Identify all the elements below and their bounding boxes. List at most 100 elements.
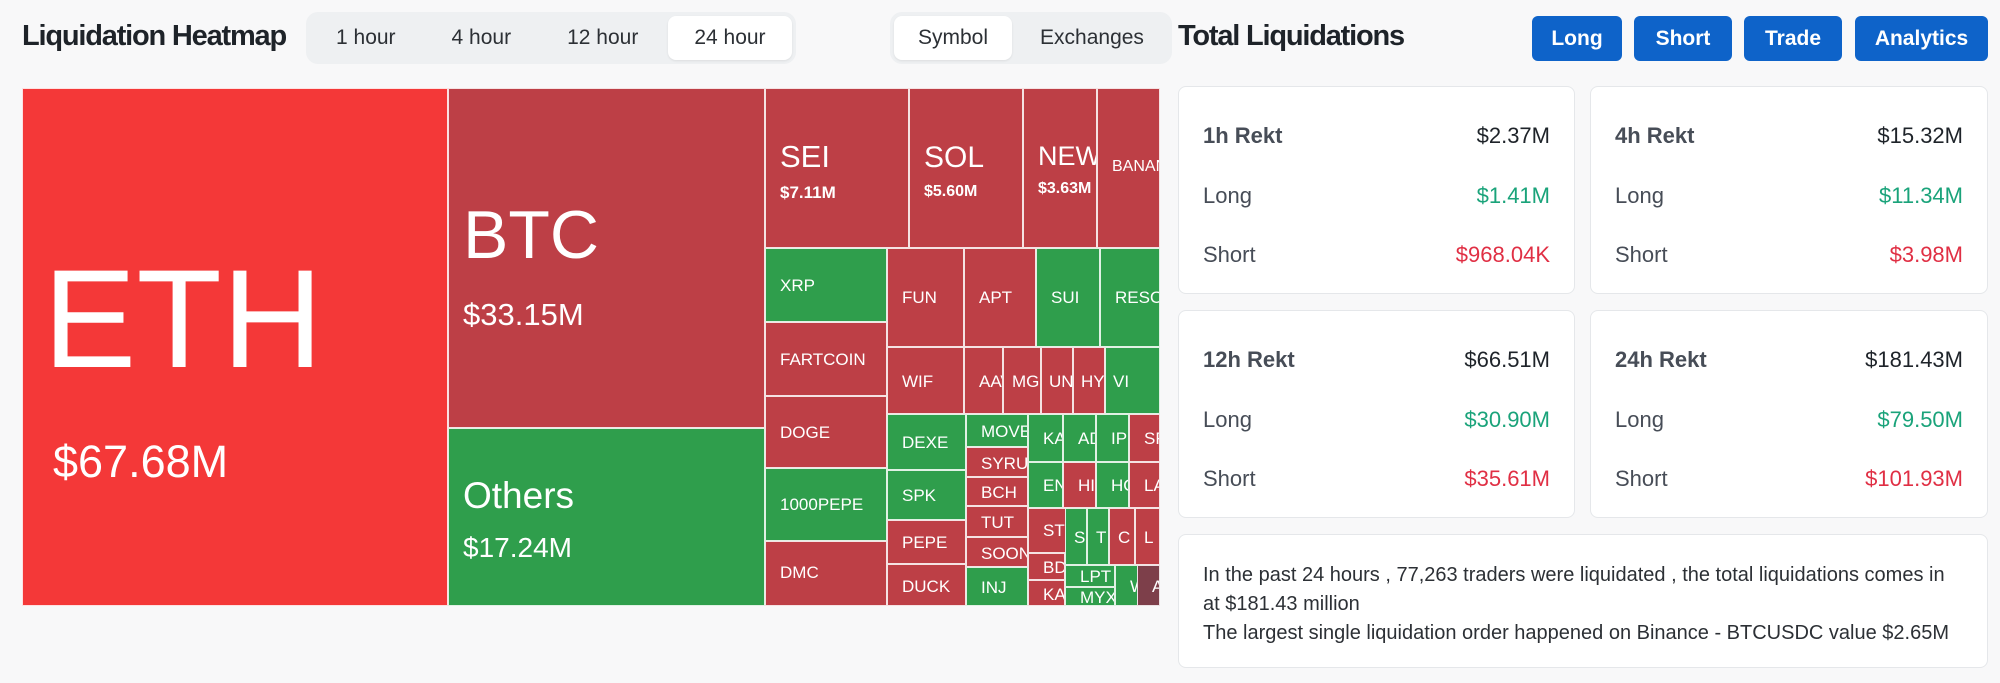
tile-reso[interactable]: RESO [1100, 248, 1160, 347]
tile-value: $33.15M [463, 297, 584, 332]
trade-button[interactable]: Trade [1744, 16, 1842, 61]
tile-symbol: ETH [43, 240, 323, 397]
tile-a[interactable]: A [1137, 565, 1160, 606]
tile-symbol: BD [1043, 558, 1065, 577]
tile-symbol: WIF [902, 372, 934, 391]
tile-new[interactable]: NEW $3.63M [1023, 88, 1097, 248]
tile-la[interactable]: LA [1129, 462, 1160, 508]
tab-exchanges[interactable]: Exchanges [1040, 26, 1144, 49]
tile-symbol: DOGE [780, 423, 831, 442]
card-short-value: $968.04K [1455, 242, 1550, 267]
tile-symbol: AAV [979, 372, 1002, 391]
tile-sui[interactable]: SUI [1036, 248, 1100, 347]
tile-value: $17.24M [463, 532, 572, 563]
long-button[interactable]: Long [1532, 16, 1622, 61]
tile-symbol: FARTCOIN [780, 350, 866, 369]
tile-bd[interactable]: BD [1028, 553, 1065, 580]
tile-l[interactable]: L [1135, 508, 1160, 565]
tile-wif[interactable]: WIF [887, 347, 964, 414]
tile-s[interactable]: S [1065, 508, 1087, 565]
tab-symbol[interactable]: Symbol [894, 16, 1013, 60]
tab-24-hour[interactable]: 24 hour [668, 16, 792, 60]
card-period: 12h Rekt [1203, 347, 1295, 372]
tile-sol[interactable]: SOL $5.60M [909, 88, 1023, 248]
tile-hy[interactable]: HY [1073, 347, 1105, 414]
tile-move[interactable]: MOVE [966, 414, 1028, 447]
tile-vi[interactable]: VI [1105, 347, 1160, 414]
tile-apt[interactable]: APT [964, 248, 1036, 347]
tile-symbol: NEW [1038, 141, 1097, 171]
tab-4-hour[interactable]: 4 hour [451, 26, 512, 49]
tile-symbol: MOVE [981, 422, 1028, 441]
tile-sf[interactable]: SF [1129, 414, 1160, 462]
tile-symbol: KA [1043, 585, 1065, 604]
tile-1000pepe[interactable]: 1000PEPE [765, 468, 887, 541]
tile-sei[interactable]: SEI $7.11M [765, 88, 909, 248]
tile-dexe[interactable]: DEXE [887, 414, 966, 470]
card-total: $15.32M [1877, 123, 1963, 148]
tile-symbol: SF [1144, 429, 1159, 448]
short-button[interactable]: Short [1634, 16, 1732, 61]
analytics-button[interactable]: Analytics [1855, 16, 1988, 61]
card-total: $66.51M [1464, 347, 1550, 372]
tile-hi[interactable]: HI [1063, 462, 1096, 508]
tile-doge[interactable]: DOGE [765, 396, 887, 468]
tile-ka[interactable]: KA [1028, 414, 1063, 462]
time-range-tabs: 1 hour 4 hour 12 hour 24 hour [306, 12, 796, 64]
tile-duck[interactable]: DUCK [887, 564, 966, 606]
tile-fun[interactable]: FUN [887, 248, 964, 347]
tile-ip[interactable]: IP [1096, 414, 1129, 462]
tile-inj[interactable]: INJ [966, 567, 1028, 606]
tile-symbol: HI [1078, 476, 1095, 495]
tile-ka-2[interactable]: KA [1028, 580, 1065, 606]
tile-ho[interactable]: HO [1096, 462, 1129, 508]
tile-symbol: HO [1111, 476, 1128, 495]
tile-fartcoin[interactable]: FARTCOIN [765, 322, 887, 396]
tile-en[interactable]: EN [1028, 462, 1063, 508]
tile-others[interactable]: Others $17.24M [448, 428, 765, 606]
tile-dmc[interactable]: DMC [765, 541, 887, 606]
tile-pepe[interactable]: PEPE [887, 520, 966, 564]
tab-1-hour[interactable]: 1 hour [336, 26, 396, 49]
tile-symbol: IP [1111, 429, 1128, 448]
tile-symbol: MG [1012, 372, 1040, 391]
tile-symbol: SEI [780, 139, 830, 174]
tile-symbol: BTC [463, 197, 599, 273]
tile-myx[interactable]: MYX [1065, 587, 1115, 606]
tile-symbol: EN [1043, 476, 1062, 495]
rekt-card-24h: 24h Rekt $181.43M Long $79.50M Short $10… [1590, 310, 1988, 518]
tile-spk[interactable]: SPK [887, 470, 966, 520]
card-long-value: $11.34M [1879, 183, 1963, 208]
tile-symbol: BCH [981, 483, 1017, 502]
rekt-card-12h: 12h Rekt $66.51M Long $30.90M Short $35.… [1178, 310, 1575, 518]
card-long-label: Long [1203, 407, 1252, 432]
tile-aav[interactable]: AAV [964, 347, 1003, 414]
tile-ad[interactable]: AD [1063, 414, 1096, 462]
liquidation-treemap: ETH $67.68M BTC $33.15M Others $17.24M S… [22, 88, 1160, 606]
tile-syru[interactable]: SYRU [966, 447, 1028, 477]
tile-tut[interactable]: TUT [966, 506, 1028, 537]
tile-t[interactable]: T [1087, 508, 1109, 565]
rekt-card-1h: 1h Rekt $2.37M Long $1.41M Short $968.04… [1178, 86, 1575, 294]
tile-xrp[interactable]: XRP [765, 248, 887, 322]
card-period: 1h Rekt [1203, 123, 1283, 148]
liquidation-summary: In the past 24 hours , 77,263 traders we… [1178, 534, 1988, 668]
tile-c[interactable]: C [1109, 508, 1135, 565]
tile-symbol: 1000PEPE [780, 495, 864, 514]
tile-bch[interactable]: BCH [966, 477, 1028, 506]
card-long-label: Long [1203, 183, 1252, 208]
tile-soon[interactable]: SOON [966, 537, 1028, 567]
tile-mg[interactable]: MG [1003, 347, 1041, 414]
tile-banan[interactable]: BANAN [1097, 88, 1160, 248]
card-total: $2.37M [1476, 123, 1550, 148]
tile-symbol: RESO [1115, 288, 1160, 307]
tile-btc[interactable]: BTC $33.15M [448, 88, 765, 428]
tab-12-hour[interactable]: 12 hour [567, 26, 639, 49]
tile-lpt[interactable]: LPT [1065, 565, 1115, 587]
tile-symbol: HY [1081, 372, 1105, 391]
tile-eth[interactable]: ETH $67.68M [22, 88, 448, 606]
tile-symbol: SOL [924, 141, 985, 174]
tile-symbol: SPK [902, 486, 937, 505]
tile-un[interactable]: UN [1041, 347, 1073, 414]
tile-symbol: DEXE [902, 433, 949, 452]
